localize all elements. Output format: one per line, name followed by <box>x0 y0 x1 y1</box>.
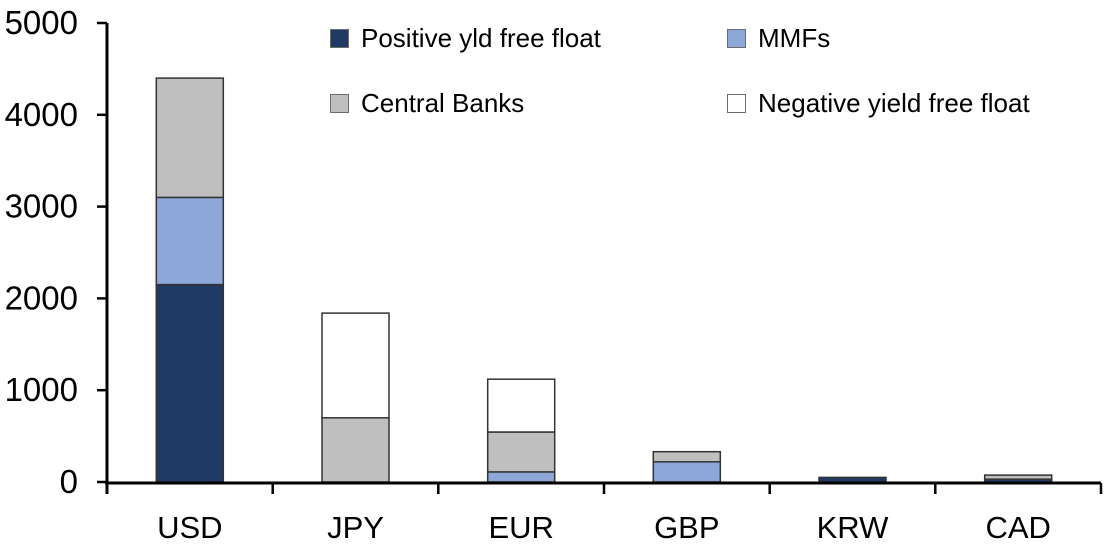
y-tick-label: 3000 <box>5 188 78 225</box>
bar-segment-central-banks-usd <box>155 77 225 199</box>
bar-segment-mmfs-eur <box>486 471 556 483</box>
bar-segment-mmfs-gbp <box>652 461 722 483</box>
bar-segment-negative-yield-free-float-jpy <box>321 312 390 419</box>
bar-segment-positive-yld-free-float-usd <box>155 283 225 483</box>
y-tick-label: 5000 <box>5 4 78 41</box>
y-tick-label: 0 <box>60 463 78 500</box>
bar-segment-central-banks-eur <box>486 431 556 473</box>
x-axis-label-jpy: JPY <box>327 510 384 545</box>
x-axis-label-cad: CAD <box>985 510 1050 545</box>
y-tick-label: 4000 <box>5 96 78 133</box>
y-tick-label: 2000 <box>5 279 78 316</box>
x-axis-label-eur: EUR <box>488 510 553 545</box>
bar-segment-negative-yield-free-float-eur <box>486 378 556 433</box>
x-axis-label-usd: USD <box>157 510 222 545</box>
bar-segment-mmfs-usd <box>155 196 225 286</box>
bar-segment-central-banks-cad <box>983 474 1053 480</box>
x-axis-label-gbp: GBP <box>654 510 719 545</box>
y-tick-label: 1000 <box>5 371 78 408</box>
bar-segment-central-banks-jpy <box>321 416 390 483</box>
bar-segment-positive-yld-free-float-krw <box>818 476 887 483</box>
bar-segment-central-banks-gbp <box>652 450 722 463</box>
x-axis-label-krw: KRW <box>817 510 890 545</box>
